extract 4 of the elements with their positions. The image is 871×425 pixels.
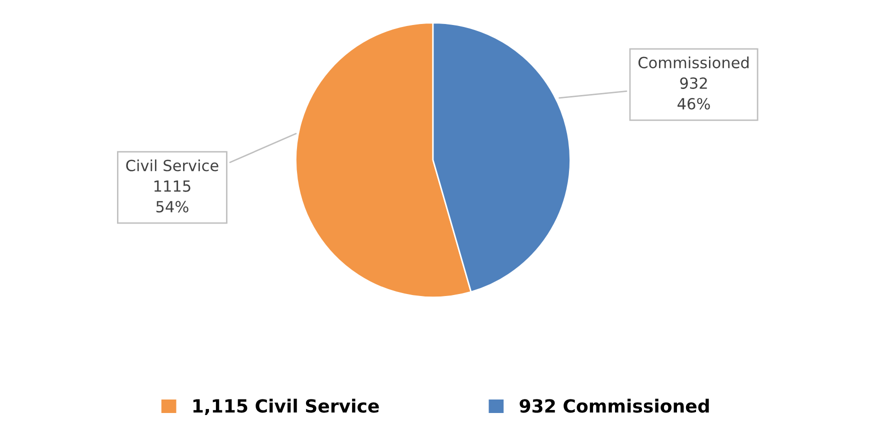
data-label: Civil Service 1115 54% [126, 159, 218, 212]
legend-label: 1,115 Civil Service [193, 398, 379, 416]
legend-label: 932 Commissioned [520, 398, 709, 413]
data-label: Commissioned 932 46% [638, 56, 749, 110]
